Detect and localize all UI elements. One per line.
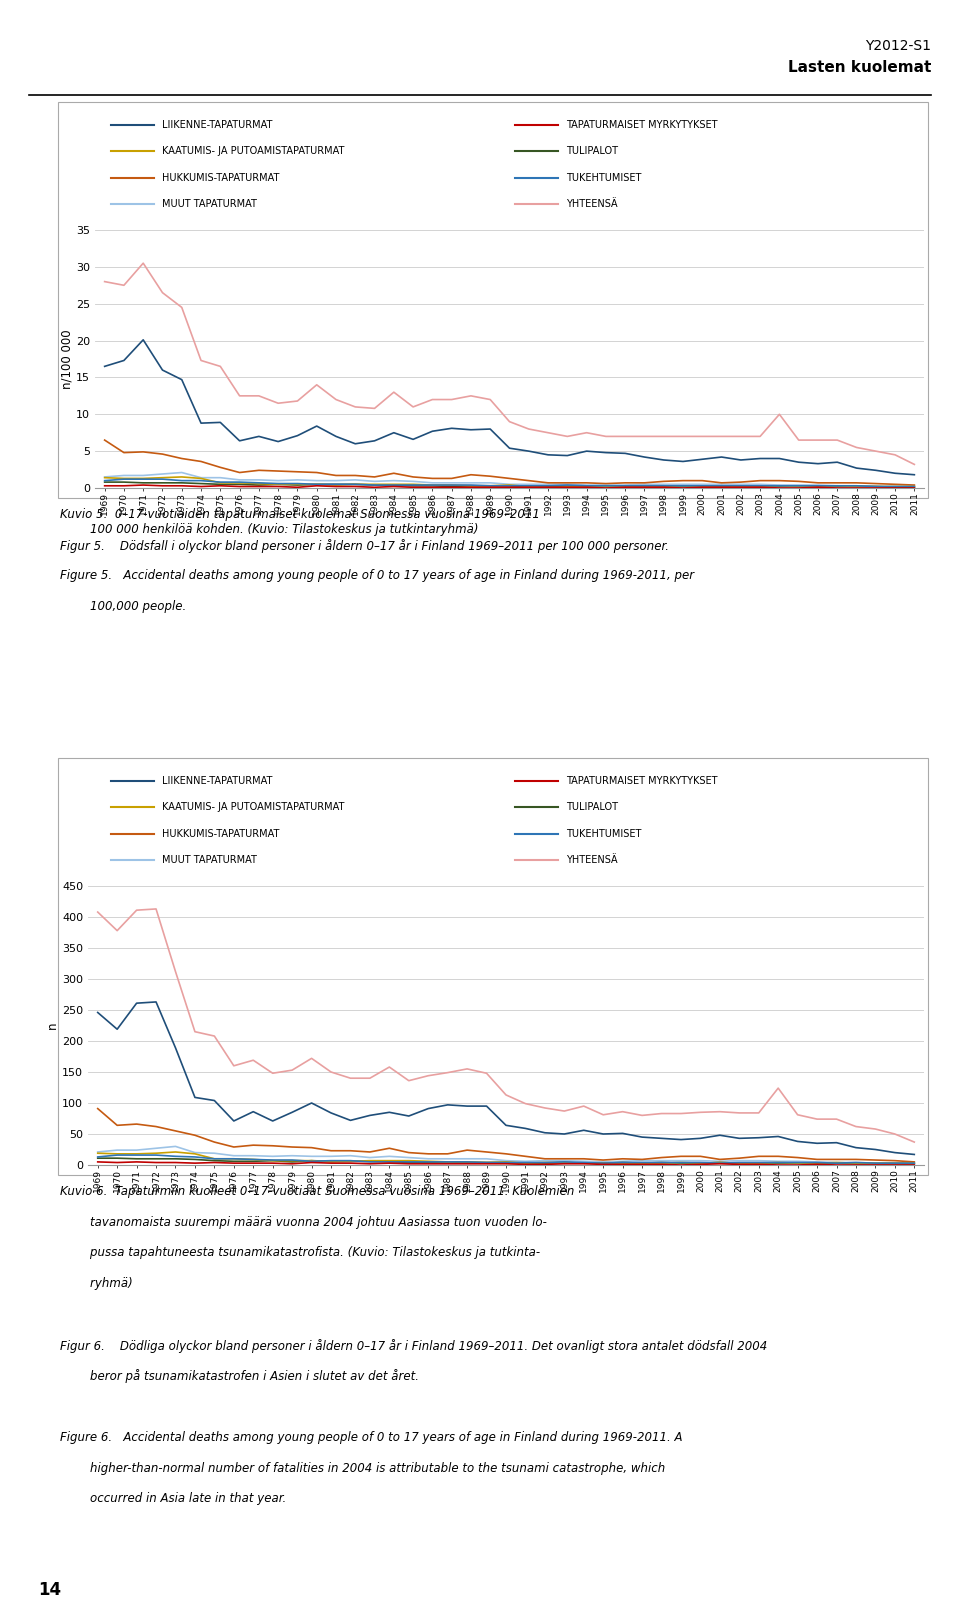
- Text: YHTEENSÄ: YHTEENSÄ: [566, 199, 617, 209]
- Text: TAPATURMAISET MYRKYTYKSET: TAPATURMAISET MYRKYTYKSET: [566, 777, 717, 786]
- Text: KAATUMIS- JA PUTOAMISTAPATURMAT: KAATUMIS- JA PUTOAMISTAPATURMAT: [161, 146, 344, 157]
- Y-axis label: n/100 000: n/100 000: [60, 328, 73, 388]
- Text: 14: 14: [38, 1581, 61, 1599]
- Text: Y2012-S1: Y2012-S1: [865, 39, 931, 53]
- Text: LIIKENNE-TAPATURMAT: LIIKENNE-TAPATURMAT: [161, 120, 272, 129]
- Text: TULIPALOT: TULIPALOT: [566, 146, 618, 157]
- Text: TULIPALOT: TULIPALOT: [566, 803, 618, 812]
- Text: pussa tapahtuneesta tsunamikatastrofista. (Kuvio: Tilastokeskus ja tutkinta-: pussa tapahtuneesta tsunamikatastrofista…: [60, 1246, 540, 1259]
- Text: Figur 6.    Dödliga olyckor bland personer i åldern 0–17 år i Finland 1969–2011.: Figur 6. Dödliga olyckor bland personer …: [60, 1338, 767, 1353]
- Text: higher-than-normal number of fatalities in 2004 is attributable to the tsunami c: higher-than-normal number of fatalities …: [60, 1461, 664, 1474]
- Text: MUUT TAPATURMAT: MUUT TAPATURMAT: [161, 199, 256, 209]
- Text: TUKEHTUMISET: TUKEHTUMISET: [566, 173, 641, 183]
- Text: ryhmä): ryhmä): [60, 1277, 132, 1290]
- Text: HUKKUMIS-TAPATURMAT: HUKKUMIS-TAPATURMAT: [161, 173, 279, 183]
- Text: occurred in Asia late in that year.: occurred in Asia late in that year.: [60, 1492, 286, 1505]
- Text: Kuvio 5.  0–17-vuotiaiden tapaturmaiset kuolemat Suomessa vuosina 1969–2011
    : Kuvio 5. 0–17-vuotiaiden tapaturmaiset k…: [60, 508, 540, 536]
- Text: Lasten kuolemat: Lasten kuolemat: [788, 60, 931, 74]
- Text: TUKEHTUMISET: TUKEHTUMISET: [566, 828, 641, 838]
- Text: tavanomaista suurempi määrä vuonna 2004 johtuu Aasiassa tuon vuoden lo-: tavanomaista suurempi määrä vuonna 2004 …: [60, 1215, 546, 1228]
- Text: Kuvio 6.  Tapaturmiin kuolleet 0–17-vuotiaat Suomessa vuosina 1969–2011. Kuolemi: Kuvio 6. Tapaturmiin kuolleet 0–17-vuoti…: [60, 1184, 574, 1197]
- Text: MUUT TAPATURMAT: MUUT TAPATURMAT: [161, 854, 256, 866]
- Text: LIIKENNE-TAPATURMAT: LIIKENNE-TAPATURMAT: [161, 777, 272, 786]
- Text: KAATUMIS- JA PUTOAMISTAPATURMAT: KAATUMIS- JA PUTOAMISTAPATURMAT: [161, 803, 344, 812]
- Text: Figur 5.    Dödsfall i olyckor bland personer i åldern 0–17 år i Finland 1969–20: Figur 5. Dödsfall i olyckor bland person…: [60, 539, 668, 553]
- Text: 100,000 people.: 100,000 people.: [60, 600, 186, 613]
- Y-axis label: n: n: [46, 1021, 60, 1029]
- Text: HUKKUMIS-TAPATURMAT: HUKKUMIS-TAPATURMAT: [161, 828, 279, 838]
- Text: TAPATURMAISET MYRKYTYKSET: TAPATURMAISET MYRKYTYKSET: [566, 120, 717, 129]
- Text: Figure 5.   Accidental deaths among young people of 0 to 17 years of age in Finl: Figure 5. Accidental deaths among young …: [60, 570, 694, 582]
- Text: YHTEENSÄ: YHTEENSÄ: [566, 854, 617, 866]
- Text: Figure 6.   Accidental deaths among young people of 0 to 17 years of age in Finl: Figure 6. Accidental deaths among young …: [60, 1430, 682, 1443]
- Text: beror på tsunamikatastrofen i Asien i slutet av det året.: beror på tsunamikatastrofen i Asien i sl…: [60, 1369, 419, 1383]
